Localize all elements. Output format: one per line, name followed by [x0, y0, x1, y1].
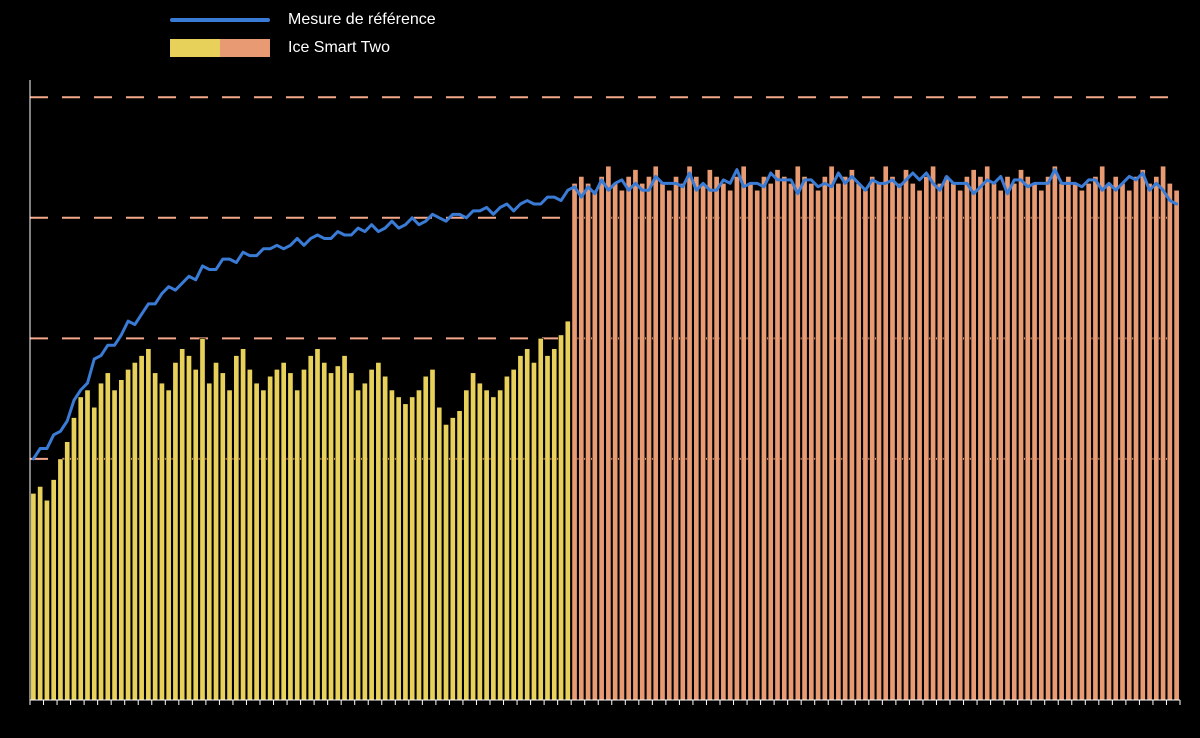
- chart-svg: [0, 0, 1200, 738]
- legend-swatch-bars: [170, 39, 270, 57]
- chart-frame: Mesure de référence Ice Smart Two: [0, 0, 1200, 738]
- legend-item-reference: Mesure de référence: [170, 8, 436, 32]
- bar-series: [31, 166, 1180, 700]
- legend: Mesure de référence Ice Smart Two: [170, 8, 436, 60]
- legend-item-ice-smart-two: Ice Smart Two: [170, 36, 436, 60]
- legend-label-ice-smart-two: Ice Smart Two: [288, 39, 390, 57]
- legend-swatch-line: [170, 18, 270, 22]
- legend-label-reference: Mesure de référence: [288, 11, 436, 29]
